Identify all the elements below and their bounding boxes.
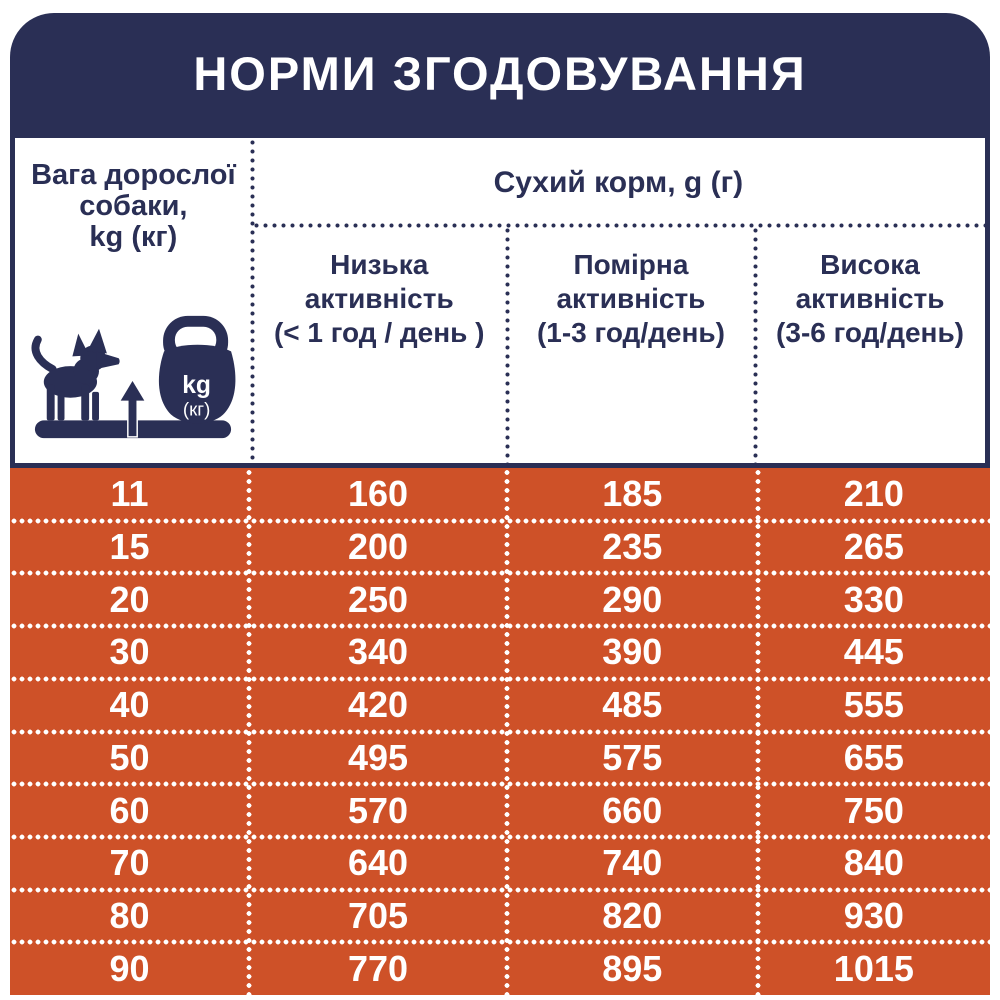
up-arrow-icon bbox=[118, 378, 148, 438]
table-row: 60 570 660 750 bbox=[10, 784, 990, 840]
weight-header-label: Вага дорослої собаки, kg (кг) bbox=[31, 160, 236, 253]
high-activity-value: 1015 bbox=[833, 947, 914, 989]
feeding-table-header: Вага дорослої собаки, kg (кг) bbox=[10, 133, 990, 468]
low-activity-value: 640 bbox=[347, 842, 409, 884]
page-title: НОРМИ ЗГОДОВУВАННЯ bbox=[193, 46, 807, 100]
low-activity-value: 770 bbox=[347, 947, 409, 989]
row-separator bbox=[10, 886, 990, 893]
row-separator bbox=[10, 570, 990, 577]
low-activity-value: 495 bbox=[347, 736, 409, 778]
high-activity-value: 210 bbox=[843, 473, 904, 515]
weight-header-line: kg (кг) bbox=[89, 221, 178, 253]
column-title: Низька bbox=[330, 249, 429, 280]
high-activity-value: 445 bbox=[843, 631, 904, 673]
moderate-activity-value: 235 bbox=[602, 526, 663, 568]
table-row: 40 420 485 555 bbox=[10, 679, 990, 735]
weight-value: 50 bbox=[109, 736, 150, 778]
kettlebell-label-kg-cyrillic: (кг) bbox=[183, 398, 210, 419]
weight-value: 80 bbox=[109, 894, 150, 936]
table-row: 15 200 235 265 bbox=[10, 521, 990, 577]
table-row: 20 250 290 330 bbox=[10, 573, 990, 630]
moderate-activity-value: 485 bbox=[602, 684, 663, 726]
moderate-activity-value: 740 bbox=[602, 842, 663, 884]
column-separator bbox=[504, 226, 510, 463]
high-activity-value: 655 bbox=[843, 736, 904, 778]
row-separator bbox=[10, 517, 990, 524]
low-activity-value: 160 bbox=[347, 473, 409, 515]
weight-value: 90 bbox=[109, 947, 150, 989]
dog-weight-scale-icon: kg (кг) bbox=[31, 315, 236, 439]
column-title: активність bbox=[795, 283, 945, 314]
feeding-table-body: 11 160 185 210 15 200 235 265 20 250 bbox=[10, 468, 990, 995]
weight-value: 70 bbox=[109, 842, 150, 884]
title-band: НОРМИ ЗГОДОВУВАННЯ bbox=[10, 13, 990, 133]
column-title: активність bbox=[556, 283, 706, 314]
row-separator bbox=[10, 939, 990, 946]
column-title: активність bbox=[304, 283, 454, 314]
table-row: 80 705 820 930 bbox=[10, 890, 990, 946]
moderate-activity-value: 185 bbox=[602, 473, 663, 515]
high-activity-value: 330 bbox=[843, 578, 904, 620]
moderate-activity-value: 390 bbox=[602, 631, 663, 673]
high-activity-value: 930 bbox=[843, 894, 904, 936]
column-separator bbox=[249, 138, 255, 463]
weight-value: 11 bbox=[110, 473, 149, 515]
table-row: 30 340 390 445 bbox=[10, 626, 990, 682]
dry-food-header-label: Сухий корм, g (г) bbox=[493, 166, 744, 199]
kettlebell-label-kg: kg bbox=[183, 372, 212, 399]
moderate-activity-value: 820 bbox=[602, 894, 663, 936]
high-activity-value: 265 bbox=[843, 526, 904, 568]
kettlebell-icon bbox=[159, 315, 236, 424]
row-separator bbox=[10, 728, 990, 735]
low-activity-value: 570 bbox=[347, 789, 409, 831]
column-range: (< 1 год / день ) bbox=[273, 317, 485, 348]
high-activity-value: 750 bbox=[843, 789, 904, 831]
weight-value: 20 bbox=[109, 578, 150, 620]
column-separator bbox=[753, 226, 759, 463]
header-row-separator bbox=[251, 223, 985, 228]
table-row: 70 640 740 840 bbox=[10, 837, 990, 893]
row-separator bbox=[10, 623, 990, 630]
weight-value: 60 bbox=[109, 789, 150, 831]
high-activity-value: 840 bbox=[843, 842, 904, 884]
moderate-activity-value: 660 bbox=[602, 789, 663, 831]
column-title: Помірна bbox=[573, 249, 689, 280]
row-separator bbox=[10, 833, 990, 840]
low-activity-value: 250 bbox=[347, 578, 409, 620]
table-row: 90 770 895 1015 bbox=[10, 942, 990, 995]
moderate-activity-value: 290 bbox=[602, 578, 663, 620]
low-activity-value: 420 bbox=[347, 684, 409, 726]
column-range: (1-3 год/день) bbox=[536, 317, 725, 348]
weight-value: 40 bbox=[109, 684, 150, 726]
content-wrap: НОРМИ ЗГОДОВУВАННЯ Вага дорослої собаки,… bbox=[10, 13, 990, 995]
weight-header-line: Вага дорослої bbox=[31, 159, 236, 191]
weight-header-line: собаки, bbox=[79, 190, 188, 222]
activity-column-header-low: Низька активність (< 1 год / день ) bbox=[252, 228, 507, 463]
table-row: 11 160 185 210 bbox=[10, 468, 990, 524]
column-range: (3-6 год/день) bbox=[776, 317, 964, 348]
high-activity-value: 555 bbox=[843, 684, 904, 726]
row-separator bbox=[10, 675, 990, 682]
moderate-activity-value: 575 bbox=[602, 736, 663, 778]
low-activity-value: 705 bbox=[347, 894, 409, 936]
weight-header-cell: Вага дорослої собаки, kg (кг) bbox=[15, 138, 252, 463]
row-separator bbox=[10, 781, 990, 788]
low-activity-value: 200 bbox=[347, 526, 409, 568]
dog-icon bbox=[31, 328, 121, 421]
weight-value: 30 bbox=[109, 631, 150, 673]
dry-food-header-cell: Сухий корм, g (г) bbox=[252, 138, 985, 228]
table-row: 50 495 575 655 bbox=[10, 732, 990, 788]
weight-value: 15 bbox=[109, 526, 150, 568]
low-activity-value: 340 bbox=[347, 631, 409, 673]
activity-column-header-moderate: Помірна активність (1-3 год/день) bbox=[507, 228, 755, 463]
column-title: Висока bbox=[820, 249, 920, 280]
activity-column-header-high: Висока активність (3-6 год/день) bbox=[755, 228, 985, 463]
moderate-activity-value: 895 bbox=[602, 947, 663, 989]
